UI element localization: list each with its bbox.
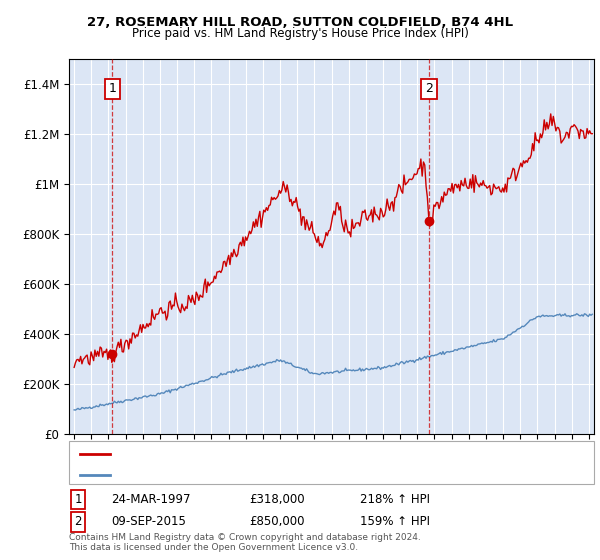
Text: Contains HM Land Registry data © Crown copyright and database right 2024.: Contains HM Land Registry data © Crown c… — [69, 533, 421, 542]
Text: £318,000: £318,000 — [249, 493, 305, 506]
Text: This data is licensed under the Open Government Licence v3.0.: This data is licensed under the Open Gov… — [69, 543, 358, 552]
Text: 27, ROSEMARY HILL ROAD, SUTTON COLDFIELD, B74 4HL: 27, ROSEMARY HILL ROAD, SUTTON COLDFIELD… — [87, 16, 513, 29]
Text: £850,000: £850,000 — [249, 515, 305, 529]
Text: 159% ↑ HPI: 159% ↑ HPI — [360, 515, 430, 529]
Text: 2: 2 — [425, 82, 433, 95]
Text: 1: 1 — [108, 82, 116, 95]
Text: HPI: Average price, detached house, Lichfield: HPI: Average price, detached house, Lich… — [117, 470, 365, 480]
Text: 2: 2 — [74, 515, 82, 529]
Text: 1: 1 — [74, 493, 82, 506]
Text: 27, ROSEMARY HILL ROAD, SUTTON COLDFIELD, B74 4HL (detached house): 27, ROSEMARY HILL ROAD, SUTTON COLDFIELD… — [117, 449, 530, 459]
Text: Price paid vs. HM Land Registry's House Price Index (HPI): Price paid vs. HM Land Registry's House … — [131, 27, 469, 40]
Text: 218% ↑ HPI: 218% ↑ HPI — [360, 493, 430, 506]
Text: 24-MAR-1997: 24-MAR-1997 — [111, 493, 191, 506]
Text: 09-SEP-2015: 09-SEP-2015 — [111, 515, 186, 529]
